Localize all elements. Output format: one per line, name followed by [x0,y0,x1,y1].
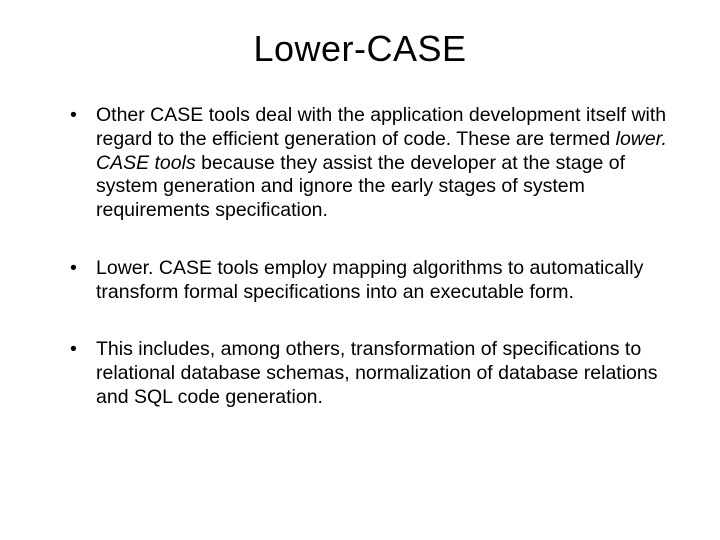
list-item: This includes, among others, transformat… [70,338,672,409]
list-item: Lower. CASE tools employ mapping algorit… [70,257,672,305]
bullet-text-prefix: Other CASE tools deal with the applicati… [96,104,666,150]
bullet-text: This includes, among others, transformat… [96,338,658,408]
list-item: Other CASE tools deal with the applicati… [70,104,672,223]
slide-title: Lower-CASE [48,28,672,70]
bullet-list: Other CASE tools deal with the applicati… [48,104,672,410]
bullet-text: Lower. CASE tools employ mapping algorit… [96,257,643,303]
